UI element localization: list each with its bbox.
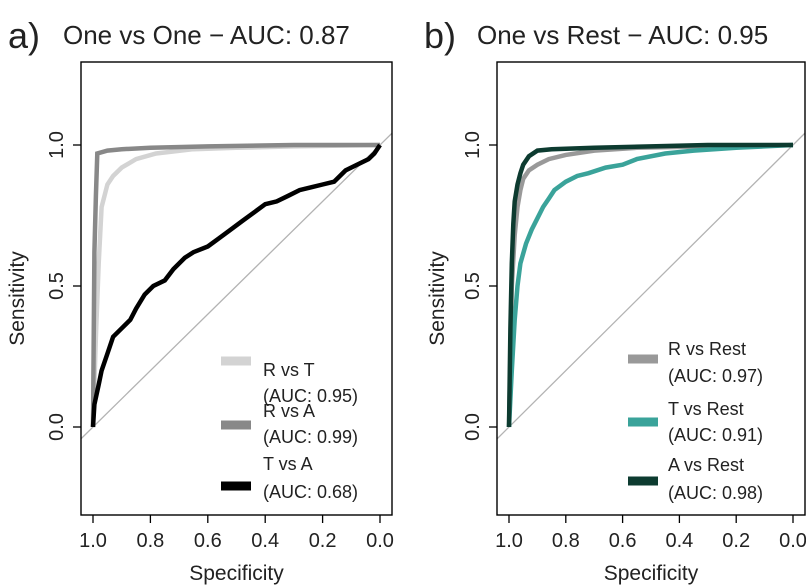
legend-label: R vs A (263, 401, 315, 421)
legend-auc-label: (AUC: 0.91) (668, 425, 763, 445)
y-tick-label: 0.0 (462, 413, 484, 441)
legend-auc-label: (AUC: 0.99) (263, 427, 358, 447)
legend-label: R vs T (263, 360, 315, 380)
y-tick-label: 0.0 (46, 413, 68, 441)
x-tick-label: 0.8 (136, 530, 164, 552)
panel-letter: a) (8, 15, 40, 56)
y-tick-label: 0.5 (46, 272, 68, 300)
series-line-a-vs-rest (506, 142, 793, 428)
y-axis-title: Sensitivity (426, 251, 449, 346)
x-tick-label: 0.2 (309, 530, 337, 552)
panel-title: One vs One − AUC: 0.87 (63, 20, 350, 50)
plot-frame (80, 61, 393, 516)
panel-title: One vs Rest − AUC: 0.95 (477, 20, 768, 50)
legend-auc-label: (AUC: 0.68) (263, 482, 358, 502)
legend-auc-label: (AUC: 0.95) (263, 386, 358, 406)
x-axis-title: Specificity (604, 562, 699, 585)
panel-letter: b) (424, 15, 456, 56)
x-tick-label: 0.4 (251, 530, 279, 552)
plot-frame (496, 61, 806, 516)
x-tick-label: 0.0 (366, 530, 394, 552)
x-tick-label: 0.8 (552, 530, 580, 552)
legend-label: R vs Rest (668, 339, 746, 359)
x-tick-label: 0.6 (194, 530, 222, 552)
y-tick-label: 0.5 (462, 272, 484, 300)
legend-label: T vs A (263, 454, 313, 474)
x-tick-label: 1.0 (495, 530, 523, 552)
legend-auc-label: (AUC: 0.98) (668, 483, 763, 503)
x-tick-label: 0.6 (609, 530, 637, 552)
x-tick-label: 1.0 (79, 530, 107, 552)
y-tick-label: 1.0 (462, 131, 484, 159)
legend: R vs Rest (AUC: 0.97) T vs Rest (AUC: 0.91)… (628, 339, 763, 503)
series-line-t-vs-rest (506, 142, 794, 428)
legend-label: T vs Rest (668, 399, 744, 419)
x-tick-label: 0.2 (722, 530, 750, 552)
x-axis-title: Specificity (189, 562, 284, 585)
panel-b: b) One vs Rest − AUC: 0.95 1.0 0.8 0.6 0.4 0.2… (424, 15, 806, 585)
legend: R vs T (AUC: 0.95)R vs A (AUC: 0.99) T vs A… (221, 356, 358, 502)
legend-auc-label: (AUC: 0.97) (668, 366, 763, 386)
legend-label: A vs Rest (668, 455, 744, 475)
panel-a: a) One vs One − AUC: 0.87 1.0 0.8 0.6 0.4 0.2 0… (6, 15, 394, 585)
series-line-t-vs-a (90, 143, 382, 428)
x-tick-label: 0.0 (779, 530, 806, 552)
y-tick-label: 1.0 (46, 131, 68, 159)
x-tick-label: 0.4 (665, 530, 693, 552)
y-axis-title: Sensitivity (6, 251, 29, 346)
series-line-r-vs-a (90, 142, 380, 428)
reference-diagonal (497, 132, 805, 440)
